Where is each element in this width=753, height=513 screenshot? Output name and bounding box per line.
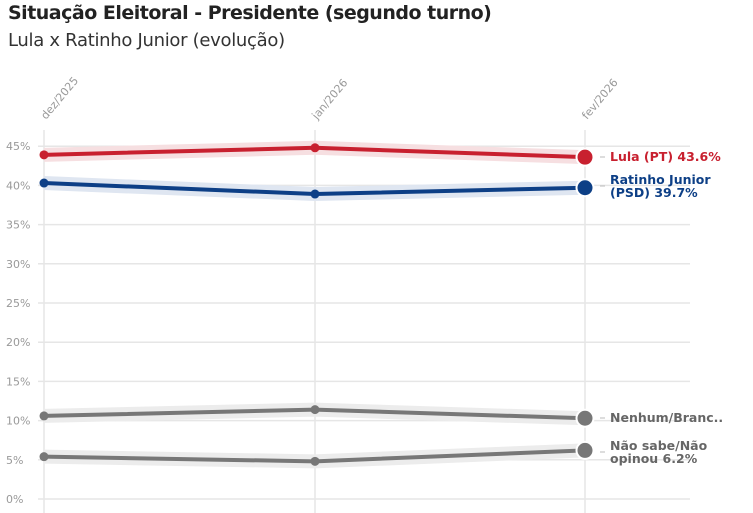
data-point[interactable] xyxy=(39,452,49,462)
y-tick-label: 30% xyxy=(6,258,30,271)
data-point[interactable] xyxy=(310,143,320,153)
data-point[interactable] xyxy=(575,408,595,428)
data-point[interactable] xyxy=(575,147,595,167)
y-tick-label: 5% xyxy=(6,454,23,467)
data-point[interactable] xyxy=(39,178,49,188)
y-tick-label: 0% xyxy=(6,493,23,506)
y-tick-label: 35% xyxy=(6,219,30,232)
y-tick-label: 15% xyxy=(6,375,30,388)
data-point[interactable] xyxy=(310,456,320,466)
x-tick-label: jan/2026 xyxy=(309,76,351,122)
y-tick-label: 45% xyxy=(6,140,30,153)
data-point[interactable] xyxy=(39,150,49,160)
y-tick-label: 10% xyxy=(6,415,30,428)
data-point[interactable] xyxy=(575,440,595,460)
series-label: Não sabe/Não xyxy=(610,438,708,453)
y-tick-label: 20% xyxy=(6,336,30,349)
x-tick-label: fev/2026 xyxy=(579,76,620,122)
data-point[interactable] xyxy=(39,411,49,421)
y-tick-label: 40% xyxy=(6,179,30,192)
data-point[interactable] xyxy=(575,178,595,198)
series-label: Lula (PT) 43.6% xyxy=(610,149,721,164)
series-label: Ratinho Junior xyxy=(610,172,711,187)
chart-subtitle: Lula x Ratinho Junior (evolução) xyxy=(8,30,285,51)
y-tick-label: 25% xyxy=(6,297,30,310)
series-label: (PSD) 39.7% xyxy=(610,185,698,200)
data-point[interactable] xyxy=(310,405,320,415)
data-point[interactable] xyxy=(310,189,320,199)
x-tick-label: dez/2025 xyxy=(38,74,81,122)
series-label: Nenhum/Branc.. xyxy=(610,410,723,425)
series-label: opinou 6.2% xyxy=(610,451,698,466)
chart-title: Situação Eleitoral - Presidente (segundo… xyxy=(8,2,492,24)
